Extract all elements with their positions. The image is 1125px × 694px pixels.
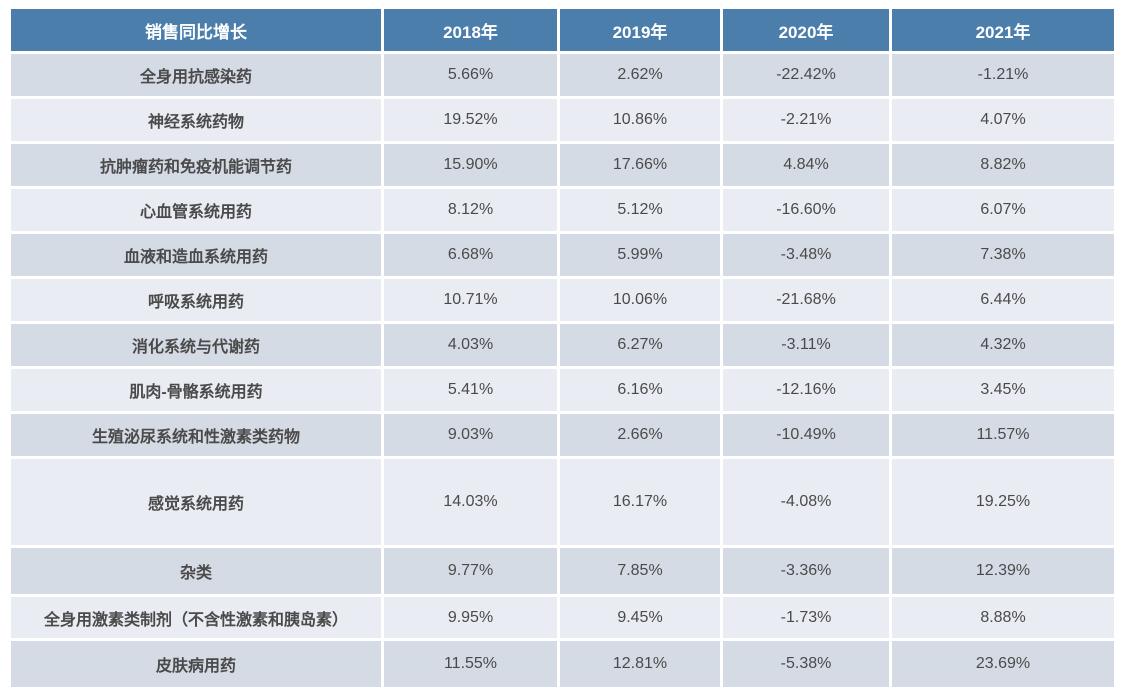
value-cell: 19.25% [892, 459, 1114, 545]
header-cell-year-2021: 2021年 [892, 9, 1114, 51]
category-cell: 抗肿瘤药和免疫机能调节药 [11, 144, 381, 186]
value-cell: 9.77% [384, 548, 557, 594]
table-row: 肌肉-骨骼系统用药 5.41% 6.16% -12.16% 3.45% [11, 369, 1114, 411]
table-row: 消化系统与代谢药 4.03% 6.27% -3.11% 4.32% [11, 324, 1114, 366]
value-cell: -22.42% [723, 54, 889, 96]
value-cell: -1.21% [892, 54, 1114, 96]
value-cell: 7.38% [892, 234, 1114, 276]
header-cell-title: 销售同比增长 [11, 9, 381, 51]
value-cell: 5.99% [560, 234, 720, 276]
value-cell: -12.16% [723, 369, 889, 411]
table-row: 全身用抗感染药 5.66% 2.62% -22.42% -1.21% [11, 54, 1114, 96]
header-cell-year-2019: 2019年 [560, 9, 720, 51]
category-cell: 血液和造血系统用药 [11, 234, 381, 276]
table-row: 血液和造血系统用药 6.68% 5.99% -3.48% 7.38% [11, 234, 1114, 276]
value-cell: 6.27% [560, 324, 720, 366]
value-cell: 5.66% [384, 54, 557, 96]
table-row: 皮肤病用药 11.55% 12.81% -5.38% 23.69% [11, 641, 1114, 687]
table-row: 心血管系统用药 8.12% 5.12% -16.60% 6.07% [11, 189, 1114, 231]
table-row: 全身用激素类制剂（不含性激素和胰岛素） 9.95% 9.45% -1.73% 8… [11, 597, 1114, 638]
value-cell: -4.08% [723, 459, 889, 545]
value-cell: 9.45% [560, 597, 720, 638]
category-cell: 呼吸系统用药 [11, 279, 381, 321]
value-cell: -3.36% [723, 548, 889, 594]
value-cell: 16.17% [560, 459, 720, 545]
value-cell: 10.86% [560, 99, 720, 141]
value-cell: 8.82% [892, 144, 1114, 186]
value-cell: 5.12% [560, 189, 720, 231]
value-cell: 3.45% [892, 369, 1114, 411]
value-cell: -16.60% [723, 189, 889, 231]
category-cell: 全身用抗感染药 [11, 54, 381, 96]
value-cell: 6.07% [892, 189, 1114, 231]
value-cell: -5.38% [723, 641, 889, 687]
value-cell: 8.12% [384, 189, 557, 231]
value-cell: 11.57% [892, 414, 1114, 456]
value-cell: 23.69% [892, 641, 1114, 687]
header-cell-year-2018: 2018年 [384, 9, 557, 51]
category-cell: 生殖泌尿系统和性激素类药物 [11, 414, 381, 456]
value-cell: 5.41% [384, 369, 557, 411]
header-row: 销售同比增长 2018年 2019年 2020年 2021年 [11, 9, 1114, 51]
category-cell: 神经系统药物 [11, 99, 381, 141]
value-cell: 2.62% [560, 54, 720, 96]
value-cell: 14.03% [384, 459, 557, 545]
table-row: 杂类 9.77% 7.85% -3.36% 12.39% [11, 548, 1114, 594]
category-cell: 心血管系统用药 [11, 189, 381, 231]
table-row: 呼吸系统用药 10.71% 10.06% -21.68% 6.44% [11, 279, 1114, 321]
value-cell: 6.44% [892, 279, 1114, 321]
value-cell: -21.68% [723, 279, 889, 321]
value-cell: -1.73% [723, 597, 889, 638]
value-cell: 12.39% [892, 548, 1114, 594]
value-cell: -2.21% [723, 99, 889, 141]
value-cell: 4.03% [384, 324, 557, 366]
category-cell: 消化系统与代谢药 [11, 324, 381, 366]
value-cell: 17.66% [560, 144, 720, 186]
table-row: 生殖泌尿系统和性激素类药物 9.03% 2.66% -10.49% 11.57% [11, 414, 1114, 456]
category-cell: 全身用激素类制剂（不含性激素和胰岛素） [11, 597, 381, 638]
category-cell: 感觉系统用药 [11, 459, 381, 545]
value-cell: 6.16% [560, 369, 720, 411]
category-cell: 皮肤病用药 [11, 641, 381, 687]
sales-growth-table: 销售同比增长 2018年 2019年 2020年 2021年 全身用抗感染药 5… [8, 6, 1117, 690]
value-cell: 7.85% [560, 548, 720, 594]
value-cell: 11.55% [384, 641, 557, 687]
value-cell: 10.71% [384, 279, 557, 321]
value-cell: 4.84% [723, 144, 889, 186]
value-cell: 4.07% [892, 99, 1114, 141]
value-cell: 10.06% [560, 279, 720, 321]
table-row: 神经系统药物 19.52% 10.86% -2.21% 4.07% [11, 99, 1114, 141]
value-cell: 9.95% [384, 597, 557, 638]
category-cell: 肌肉-骨骼系统用药 [11, 369, 381, 411]
value-cell: -10.49% [723, 414, 889, 456]
value-cell: -3.11% [723, 324, 889, 366]
value-cell: 12.81% [560, 641, 720, 687]
header-cell-year-2020: 2020年 [723, 9, 889, 51]
value-cell: 8.88% [892, 597, 1114, 638]
value-cell: 15.90% [384, 144, 557, 186]
value-cell: 4.32% [892, 324, 1114, 366]
value-cell: 2.66% [560, 414, 720, 456]
value-cell: 19.52% [384, 99, 557, 141]
value-cell: 9.03% [384, 414, 557, 456]
table-row: 感觉系统用药 14.03% 16.17% -4.08% 19.25% [11, 459, 1114, 545]
value-cell: 6.68% [384, 234, 557, 276]
category-cell: 杂类 [11, 548, 381, 594]
value-cell: -3.48% [723, 234, 889, 276]
table-row: 抗肿瘤药和免疫机能调节药 15.90% 17.66% 4.84% 8.82% [11, 144, 1114, 186]
